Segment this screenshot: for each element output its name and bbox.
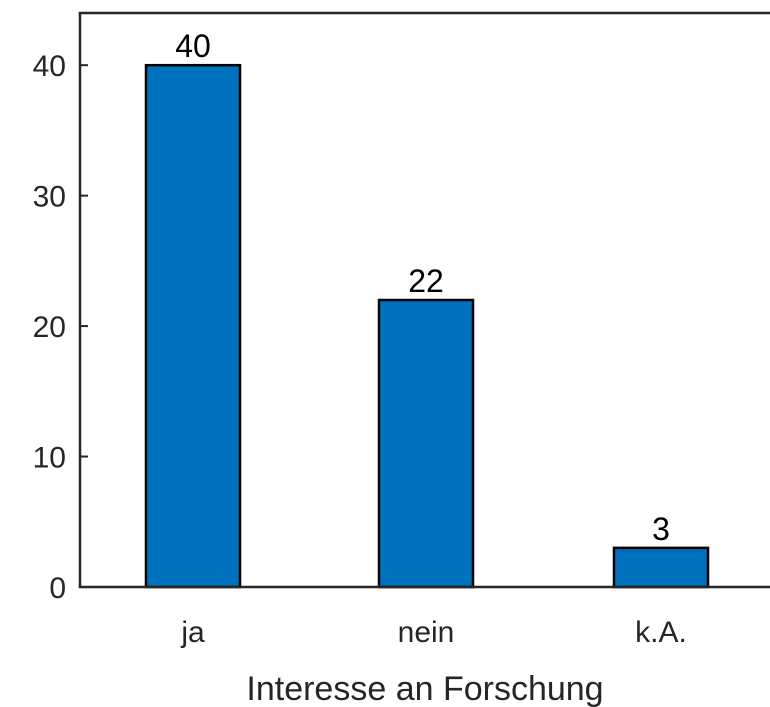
x-tick-label: nein (398, 616, 455, 649)
y-tick-label: 40 (33, 50, 66, 83)
y-tick-label: 20 (33, 311, 66, 344)
y-tick-label: 0 (49, 572, 66, 605)
x-tick-label: k.A. (635, 616, 687, 649)
plot-frame (78, 11, 770, 589)
x-axis-label: Interesse an Forschung (246, 670, 603, 707)
bar-nein (377, 298, 475, 589)
bar-ka (612, 546, 710, 589)
y-tick-label: 10 (33, 442, 66, 475)
y-tick-label: 30 (33, 181, 66, 214)
x-tick-label: ja (180, 616, 205, 649)
bar-value-labels: 40 22 3 (175, 28, 670, 547)
bar-value-label: 22 (408, 263, 444, 299)
bars (144, 63, 710, 589)
bar-value-label: 3 (652, 511, 670, 547)
y-tick-labels: 0 10 20 30 40 (33, 50, 66, 605)
bar-ja (144, 63, 242, 589)
x-tick-labels: ja nein k.A. (180, 616, 687, 649)
bar-value-label: 40 (175, 28, 211, 64)
